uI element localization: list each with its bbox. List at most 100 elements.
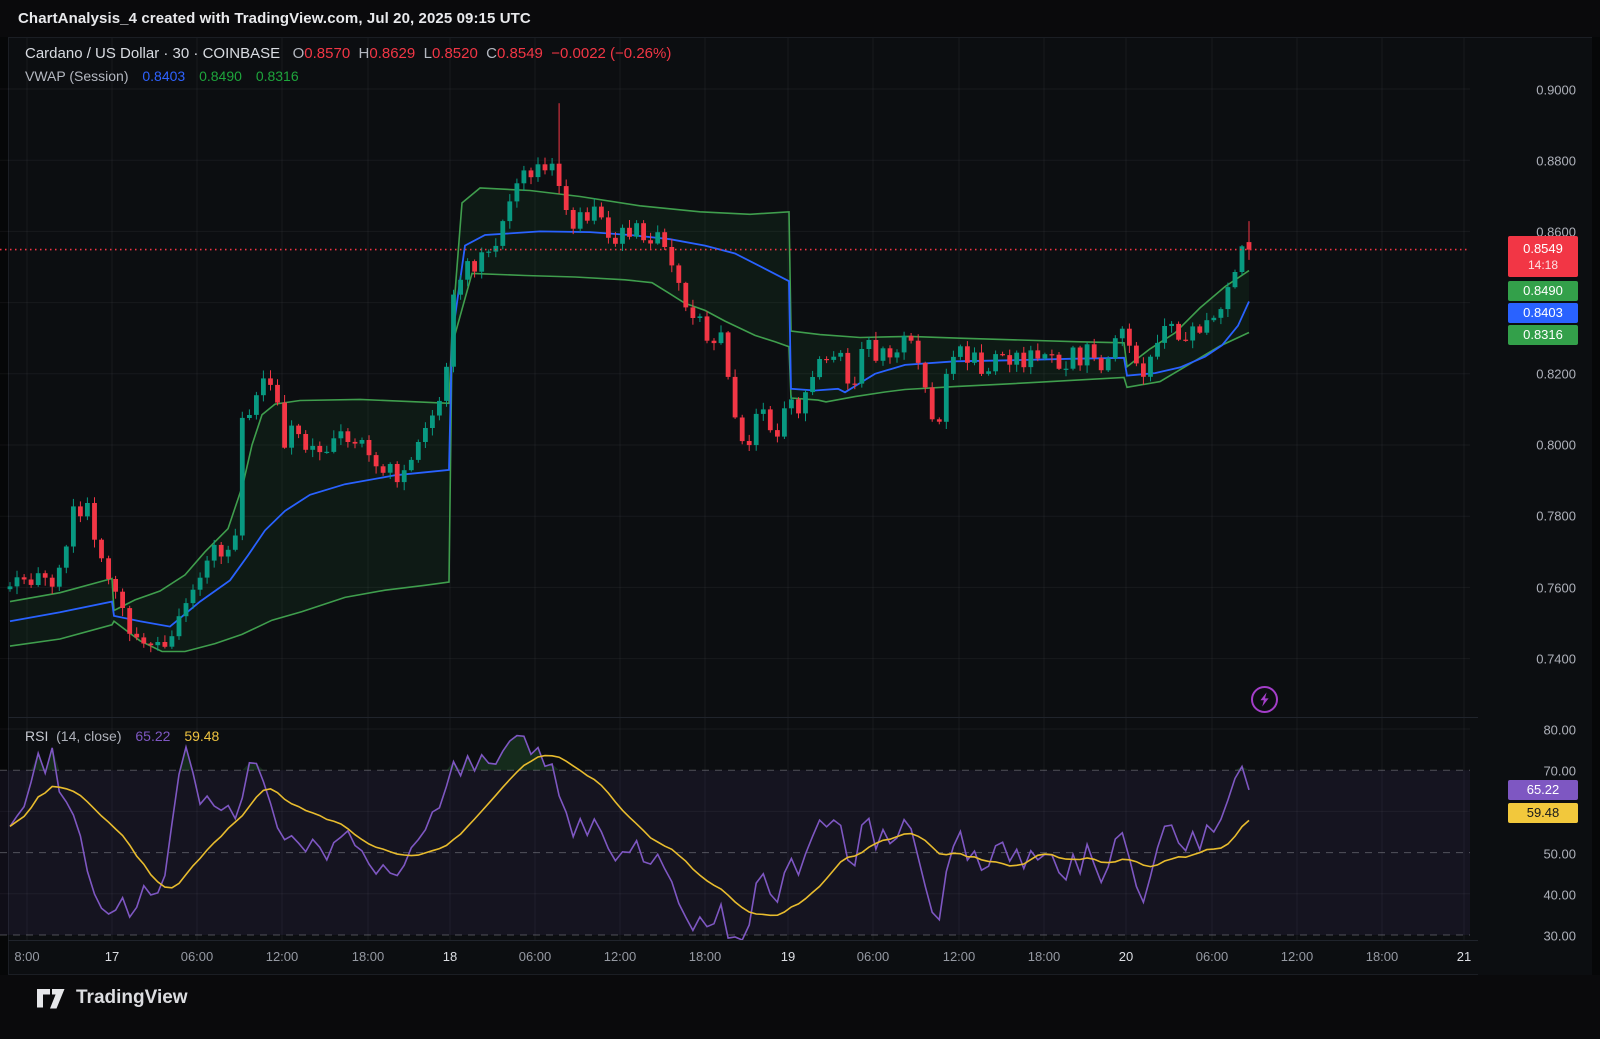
rsi-label[interactable]: RSI [25, 728, 49, 744]
candle-body [430, 415, 435, 428]
price-tick-label: 0.7400 [1536, 651, 1576, 667]
pane-separator[interactable] [8, 717, 1592, 718]
lightning-bolt-icon [1260, 692, 1269, 707]
tradingview-logo-icon [37, 988, 65, 1008]
candle-body [169, 636, 175, 647]
candle-body [1190, 326, 1196, 341]
candle-body [1028, 350, 1034, 368]
rsi-ma-line [9, 754, 1250, 917]
candle-body [176, 616, 182, 637]
candle-body [317, 445, 323, 453]
time-axis-label: 06:00 [856, 949, 890, 964]
candle-body [296, 425, 301, 435]
candle-body [1014, 352, 1020, 365]
candle-body [979, 352, 984, 374]
footer-bar: TradingView [0, 975, 1600, 1039]
candle-body [310, 445, 316, 450]
candle-body [556, 163, 562, 186]
price-axis[interactable]: 0.9000 0.8800 0.8600 0.8200 0.8000 0.7800 0.76… [1478, 38, 1592, 975]
candle-body [303, 434, 309, 450]
time-axis-label: 12:00 [1280, 949, 1314, 964]
candle-body [1225, 287, 1231, 310]
top-bar: ChartAnalysis_4 created with TradingView… [0, 0, 1600, 37]
symbol-title[interactable]: Cardano / US Dollar · 30 · COINBASE [25, 45, 281, 62]
candle-body [606, 217, 611, 238]
candle-body [1204, 320, 1210, 333]
go-to-realtime-button[interactable] [1250, 685, 1279, 719]
candle-body [56, 567, 62, 587]
candle-body [204, 560, 210, 578]
price-tick-label: 0.8800 [1536, 153, 1576, 169]
candle-body [1098, 357, 1104, 371]
candle-body [1211, 317, 1217, 321]
candle-body [648, 240, 653, 244]
candle-body [859, 349, 865, 384]
candle-body [824, 359, 829, 361]
candle-body [1127, 328, 1132, 346]
candle-body [739, 417, 745, 442]
candle-body [1056, 354, 1062, 369]
candle-body [35, 573, 41, 585]
candle-body [767, 409, 773, 431]
candle-body [972, 352, 977, 363]
candle-body [42, 573, 48, 578]
rsi-tick-label: 30.00 [1543, 928, 1576, 944]
candle-body [275, 384, 280, 403]
candle-body [929, 387, 935, 420]
vwap-indicator-row[interactable]: VWAP (Session) 0.8403 0.8490 0.8316 [25, 68, 299, 84]
candle-body [127, 608, 133, 634]
last-price-badge: 0.8549 14:18 [1508, 236, 1578, 277]
candle-body [845, 352, 851, 384]
rsi-tick-label: 40.00 [1543, 887, 1576, 903]
price-chart-canvas[interactable] [0, 38, 1478, 940]
candle-body [718, 332, 724, 344]
candle-body [71, 506, 76, 547]
candle-body [796, 399, 801, 414]
candle-body [1119, 328, 1125, 339]
candle-body [711, 340, 717, 344]
candle-body [261, 378, 266, 396]
candle-body [732, 376, 738, 418]
candle-body [472, 261, 477, 272]
candle-body [225, 549, 231, 557]
top-bar-title: ChartAnalysis_4 created with TradingView… [18, 10, 531, 27]
rsi-indicator-row[interactable]: RSI (14, close) 65.22 59.48 [25, 728, 220, 744]
candle-body [1049, 354, 1055, 356]
candle-body [613, 237, 618, 244]
vwap-lower-badge: 0.8316 [1508, 325, 1578, 345]
candle-body [247, 415, 252, 418]
candle-body [965, 346, 970, 363]
candle-body [563, 186, 569, 210]
price-tick-label: 0.7600 [1536, 580, 1576, 596]
candle-body [190, 589, 196, 604]
candle-body [106, 558, 111, 579]
candle-body [408, 459, 414, 471]
vwap-value-lower: 0.8316 [255, 68, 299, 84]
candle-body [458, 279, 463, 295]
candle-body [338, 431, 344, 439]
open-value: 0.8570 [304, 45, 351, 62]
candle-body [479, 252, 485, 272]
candle-body [1077, 347, 1083, 366]
tradingview-brand[interactable]: TradingView [36, 987, 188, 1009]
candle-body [936, 419, 942, 422]
candle-body [437, 400, 442, 416]
vwap-label[interactable]: VWAP (Session) [25, 68, 129, 84]
high-value: 0.8629 [369, 45, 416, 62]
candle-body [662, 232, 668, 247]
candle-body [746, 441, 752, 446]
candle-body [760, 409, 766, 414]
symbol-header[interactable]: Cardano / US Dollar · 30 · COINBASE O0.8… [25, 45, 671, 62]
time-axis[interactable]: 8:00 17 06:00 12:00 18:00 18 06:00 12:00 18:00 19… [0, 941, 1478, 975]
candle-body [232, 535, 238, 550]
candle-body [535, 164, 541, 178]
candle-body [951, 356, 956, 374]
time-axis-label: 18:00 [1365, 949, 1399, 964]
candle-body [465, 261, 470, 280]
lightning-circle [1251, 686, 1278, 713]
candle-body [85, 503, 90, 517]
open-label: O [292, 45, 305, 62]
rsi-tick-label: 50.00 [1543, 846, 1576, 862]
candle-body [577, 212, 583, 229]
candle-body [725, 332, 731, 377]
